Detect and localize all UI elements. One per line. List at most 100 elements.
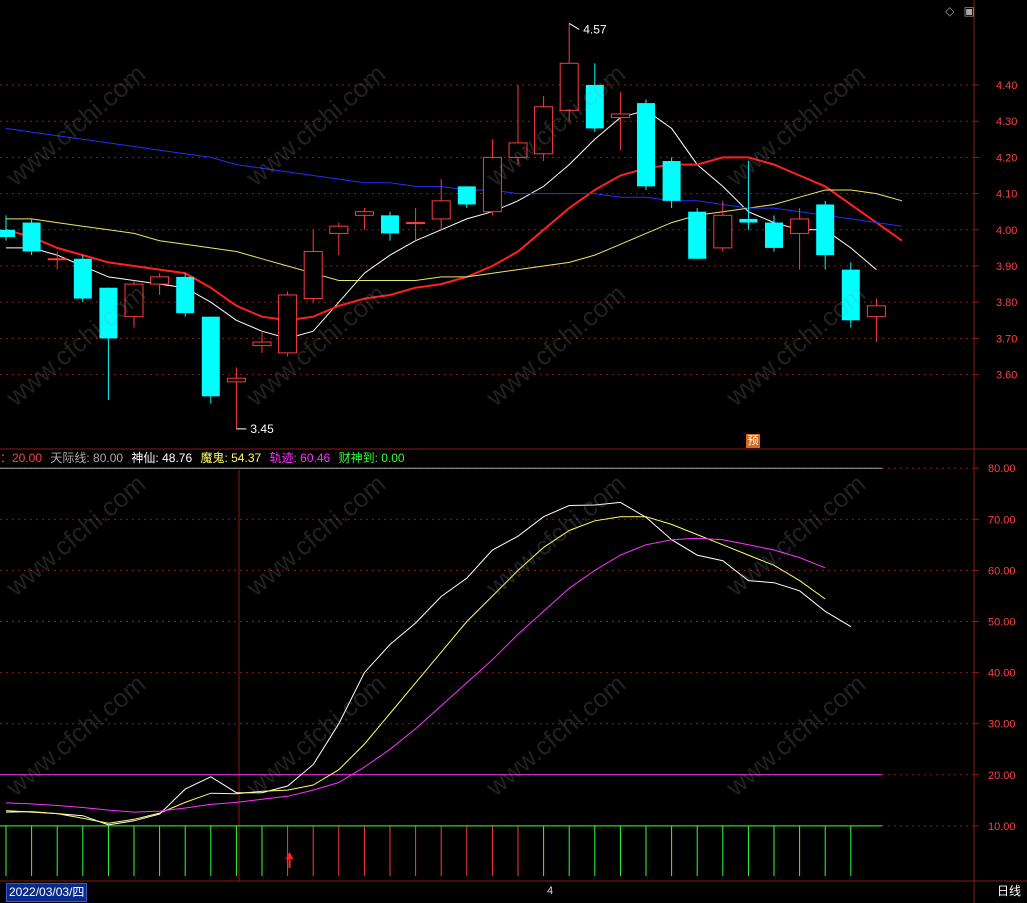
indicator-line: [5, 516, 826, 824]
indicator-legend: ：20.00 天际线: 80.00 神仙: 48.76 魔鬼: 54.37 轨迹…: [0, 450, 410, 466]
y-tick-label: 70.00: [988, 514, 1016, 526]
y-tick-label: 4.20: [996, 152, 1017, 164]
candle: [431, 179, 451, 230]
y-tick-label: 3.90: [996, 261, 1017, 273]
candle-body: [739, 218, 758, 223]
candle-body: [354, 211, 374, 216]
candle: [739, 161, 758, 230]
annotation-arrow: [568, 23, 580, 30]
candle: [457, 186, 476, 209]
legend-item: 神仙: 48.76: [131, 451, 193, 465]
candle: [841, 262, 860, 328]
candle-body: [73, 258, 92, 299]
candle-body: [534, 106, 554, 155]
candle: [252, 331, 272, 353]
candle: [226, 367, 246, 429]
period-label[interactable]: 日线: [996, 884, 1021, 898]
ma-line: [5, 156, 903, 322]
candle: [662, 157, 681, 209]
candle-body: [22, 222, 41, 252]
date-label: 2022/03/03/四: [6, 883, 88, 902]
candle-body: [431, 200, 451, 220]
ma-line: [6, 189, 903, 281]
candle: [354, 208, 374, 230]
candle-body: [201, 316, 220, 397]
candle-body: [457, 186, 476, 205]
candle: [534, 95, 554, 162]
candle: [303, 229, 323, 303]
legend-item: ：20.00: [0, 451, 43, 465]
y-tick-label: 4.40: [996, 80, 1017, 92]
y-tick-label: 80.00: [988, 463, 1016, 475]
candle: [124, 280, 144, 328]
indicator-line: [5, 537, 826, 813]
month-label: 4: [547, 885, 554, 897]
candle-body: [278, 294, 298, 354]
candle-body: [381, 215, 399, 234]
candle: [406, 208, 426, 241]
candle-body: [406, 222, 426, 225]
y-tick-label: 10.00: [988, 821, 1016, 833]
candle: [73, 255, 92, 303]
candle-body: [559, 62, 579, 111]
candle-body: [662, 161, 681, 201]
window-icon[interactable]: ▣: [963, 4, 975, 18]
candle: [559, 23, 579, 122]
y-tick-label: 3.70: [996, 333, 1017, 345]
candle: [176, 273, 195, 317]
y-tick-label: 3.60: [996, 370, 1017, 382]
candle-body: [790, 218, 810, 234]
candle-body: [841, 269, 860, 321]
candle-body: [866, 305, 886, 318]
candle-body: [713, 214, 733, 249]
candle-body: [124, 283, 144, 318]
price-annotation: 4.57: [583, 22, 607, 36]
candle-body: [482, 156, 502, 213]
candle: [278, 291, 298, 357]
candle: [688, 208, 707, 259]
candle-body: [303, 251, 323, 300]
candle: [610, 92, 630, 151]
legend-item: 轨迹: 60.46: [269, 451, 331, 465]
candle-body: [252, 341, 272, 347]
candle: [713, 200, 733, 252]
y-tick-label: 20.00: [988, 770, 1016, 782]
candle: [765, 215, 783, 252]
candle-body: [508, 142, 528, 158]
candle: [0, 215, 15, 241]
y-tick-label: 4.30: [996, 116, 1017, 128]
candle-body: [150, 276, 170, 285]
candle: [790, 208, 810, 270]
candle: [150, 273, 170, 295]
candle: [329, 222, 349, 256]
header-icons: ◇ ▣: [939, 4, 975, 18]
candle-body: [816, 204, 835, 256]
candle: [482, 139, 502, 216]
diamond-icon[interactable]: ◇: [945, 4, 955, 18]
candle: [866, 298, 886, 343]
candle-body: [226, 377, 246, 383]
candle-body: [637, 103, 655, 187]
candle: [99, 287, 118, 400]
candle-body: [765, 222, 783, 248]
price-annotation: 3.45: [250, 422, 274, 436]
candle-body: [585, 85, 604, 129]
y-tick-label: 60.00: [988, 565, 1016, 577]
y-tick-label: 3.80: [996, 297, 1017, 309]
candle-body: [329, 225, 349, 234]
candle-body: [688, 211, 707, 259]
candle: [22, 218, 41, 256]
candle: [585, 63, 604, 133]
candle-body: [610, 113, 630, 119]
y-tick-label: 40.00: [988, 668, 1016, 680]
candle: [508, 85, 528, 165]
y-tick-label: 30.00: [988, 719, 1016, 731]
candle-body: [0, 229, 15, 238]
candle-body: [176, 276, 195, 314]
pre-badge[interactable]: 预: [746, 434, 760, 448]
legend-item: 财神到: 0.00: [338, 451, 405, 465]
legend-item: 魔鬼: 54.37: [200, 451, 262, 465]
y-tick-label: 4.00: [996, 225, 1017, 237]
candle: [201, 316, 220, 404]
